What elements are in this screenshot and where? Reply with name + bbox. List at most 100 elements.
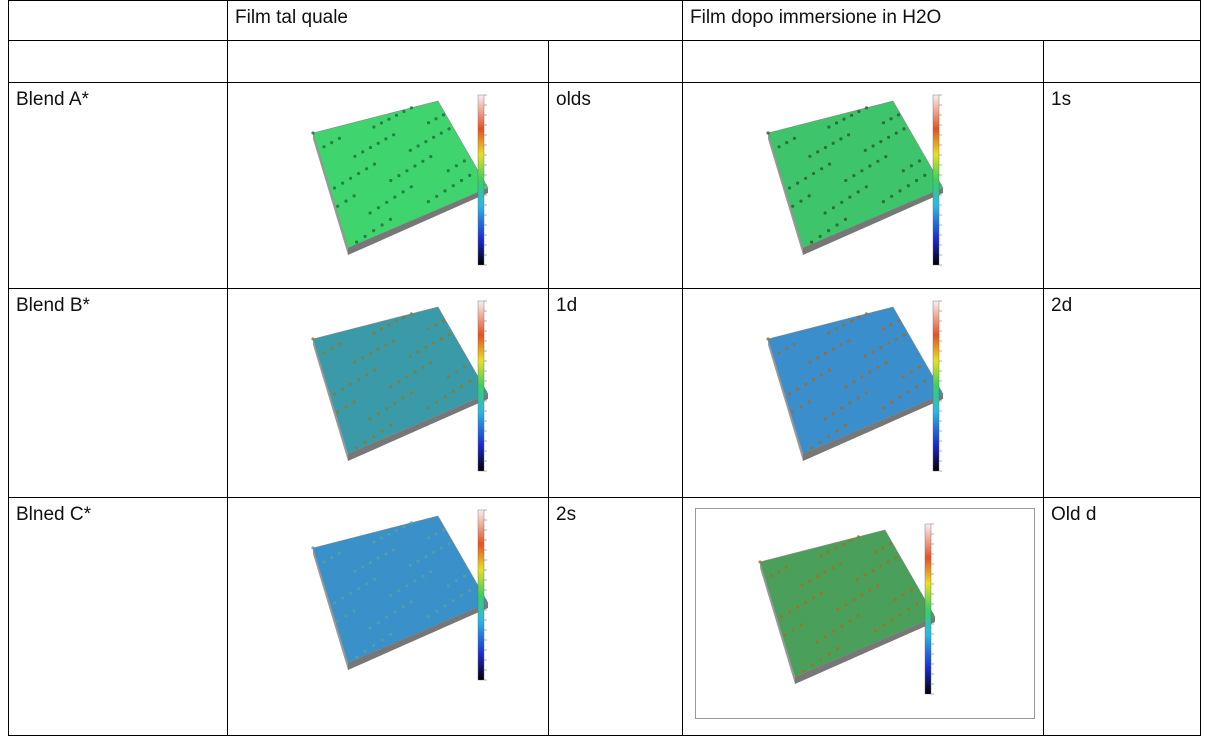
image-part	[842, 117, 846, 121]
image-part	[808, 360, 812, 364]
image-part	[852, 380, 856, 384]
image-part	[823, 211, 827, 215]
image-part	[815, 574, 820, 579]
image-part	[337, 136, 341, 140]
image-part	[779, 615, 784, 619]
image-part	[810, 240, 814, 244]
image-part	[416, 144, 420, 148]
image-part	[385, 200, 389, 204]
image-part	[802, 669, 806, 673]
empty-cell	[8, 40, 228, 83]
image-part	[372, 162, 377, 166]
image-part	[863, 148, 867, 152]
image-part	[834, 327, 839, 331]
image-part	[901, 593, 905, 597]
image-part	[397, 380, 401, 384]
image-part	[834, 546, 838, 550]
image-part	[368, 417, 372, 421]
image-part	[792, 136, 796, 140]
image-part	[368, 560, 373, 565]
image-part	[468, 173, 472, 177]
image-part	[349, 176, 353, 180]
image-part	[831, 206, 835, 210]
image-part	[426, 200, 430, 204]
image-part	[864, 312, 868, 316]
image-part	[896, 319, 901, 323]
image-part	[803, 188, 943, 255]
row-label: Blned C*	[8, 497, 228, 736]
image-part	[791, 628, 795, 632]
image-part	[868, 588, 872, 592]
image-part	[860, 169, 864, 173]
image-part	[349, 591, 353, 595]
image-part	[376, 412, 380, 416]
image-part	[932, 94, 940, 266]
image-part	[394, 113, 399, 117]
image-part	[864, 391, 868, 395]
image-part	[352, 400, 356, 404]
image-part	[924, 523, 932, 695]
image-part	[884, 361, 888, 365]
image-part	[413, 370, 417, 374]
image-part	[820, 373, 824, 377]
image-part	[344, 614, 348, 618]
image-part	[401, 396, 405, 400]
image-part	[787, 186, 792, 190]
image-part	[413, 579, 417, 583]
image-part	[416, 559, 420, 563]
image-part	[409, 185, 413, 189]
image-part	[823, 417, 827, 421]
image-part	[313, 339, 348, 461]
image-part	[827, 229, 831, 233]
image-part	[332, 392, 337, 396]
image-part	[844, 603, 848, 607]
image-part	[808, 154, 812, 158]
image-part	[871, 569, 875, 573]
image-part	[901, 169, 905, 173]
image-part	[810, 663, 814, 667]
image-part	[348, 394, 488, 461]
image-part	[873, 629, 877, 633]
image-part	[434, 532, 438, 536]
image-part	[839, 343, 843, 347]
image-part	[429, 570, 433, 574]
image-part	[818, 234, 822, 238]
image-part	[426, 121, 431, 125]
image-part	[462, 365, 466, 369]
image-part	[443, 604, 447, 608]
image-part	[856, 535, 860, 539]
image-part	[777, 570, 781, 574]
empty-cell	[227, 40, 549, 83]
image-part	[847, 133, 851, 137]
image-part	[454, 370, 458, 374]
image-part	[394, 528, 399, 532]
image-part	[849, 538, 853, 543]
image-part	[413, 164, 417, 168]
image-part	[840, 624, 844, 628]
image-part	[434, 323, 438, 327]
image-part	[392, 133, 396, 137]
image-cell	[227, 497, 549, 736]
row: Blend A* olds 1s	[8, 82, 1201, 289]
image-part	[409, 600, 413, 604]
image-part	[405, 375, 409, 379]
image-part	[435, 194, 439, 198]
image-part	[462, 574, 466, 578]
image-part	[893, 598, 897, 602]
empty-cell	[682, 40, 1044, 83]
image-part	[322, 351, 326, 355]
image-part	[405, 584, 409, 588]
image-part	[864, 185, 868, 189]
image-part	[889, 117, 893, 121]
image-part	[363, 234, 367, 238]
image-part	[812, 377, 816, 382]
image-part	[376, 347, 380, 351]
results-table: Film tal quale Film dopo immersione in H…	[8, 0, 1201, 736]
image-part	[760, 562, 795, 684]
image-part	[434, 117, 438, 121]
image-part	[932, 300, 940, 472]
image-part	[454, 164, 458, 168]
image-part	[353, 569, 357, 573]
image-part	[361, 565, 365, 569]
image-part	[803, 394, 943, 461]
